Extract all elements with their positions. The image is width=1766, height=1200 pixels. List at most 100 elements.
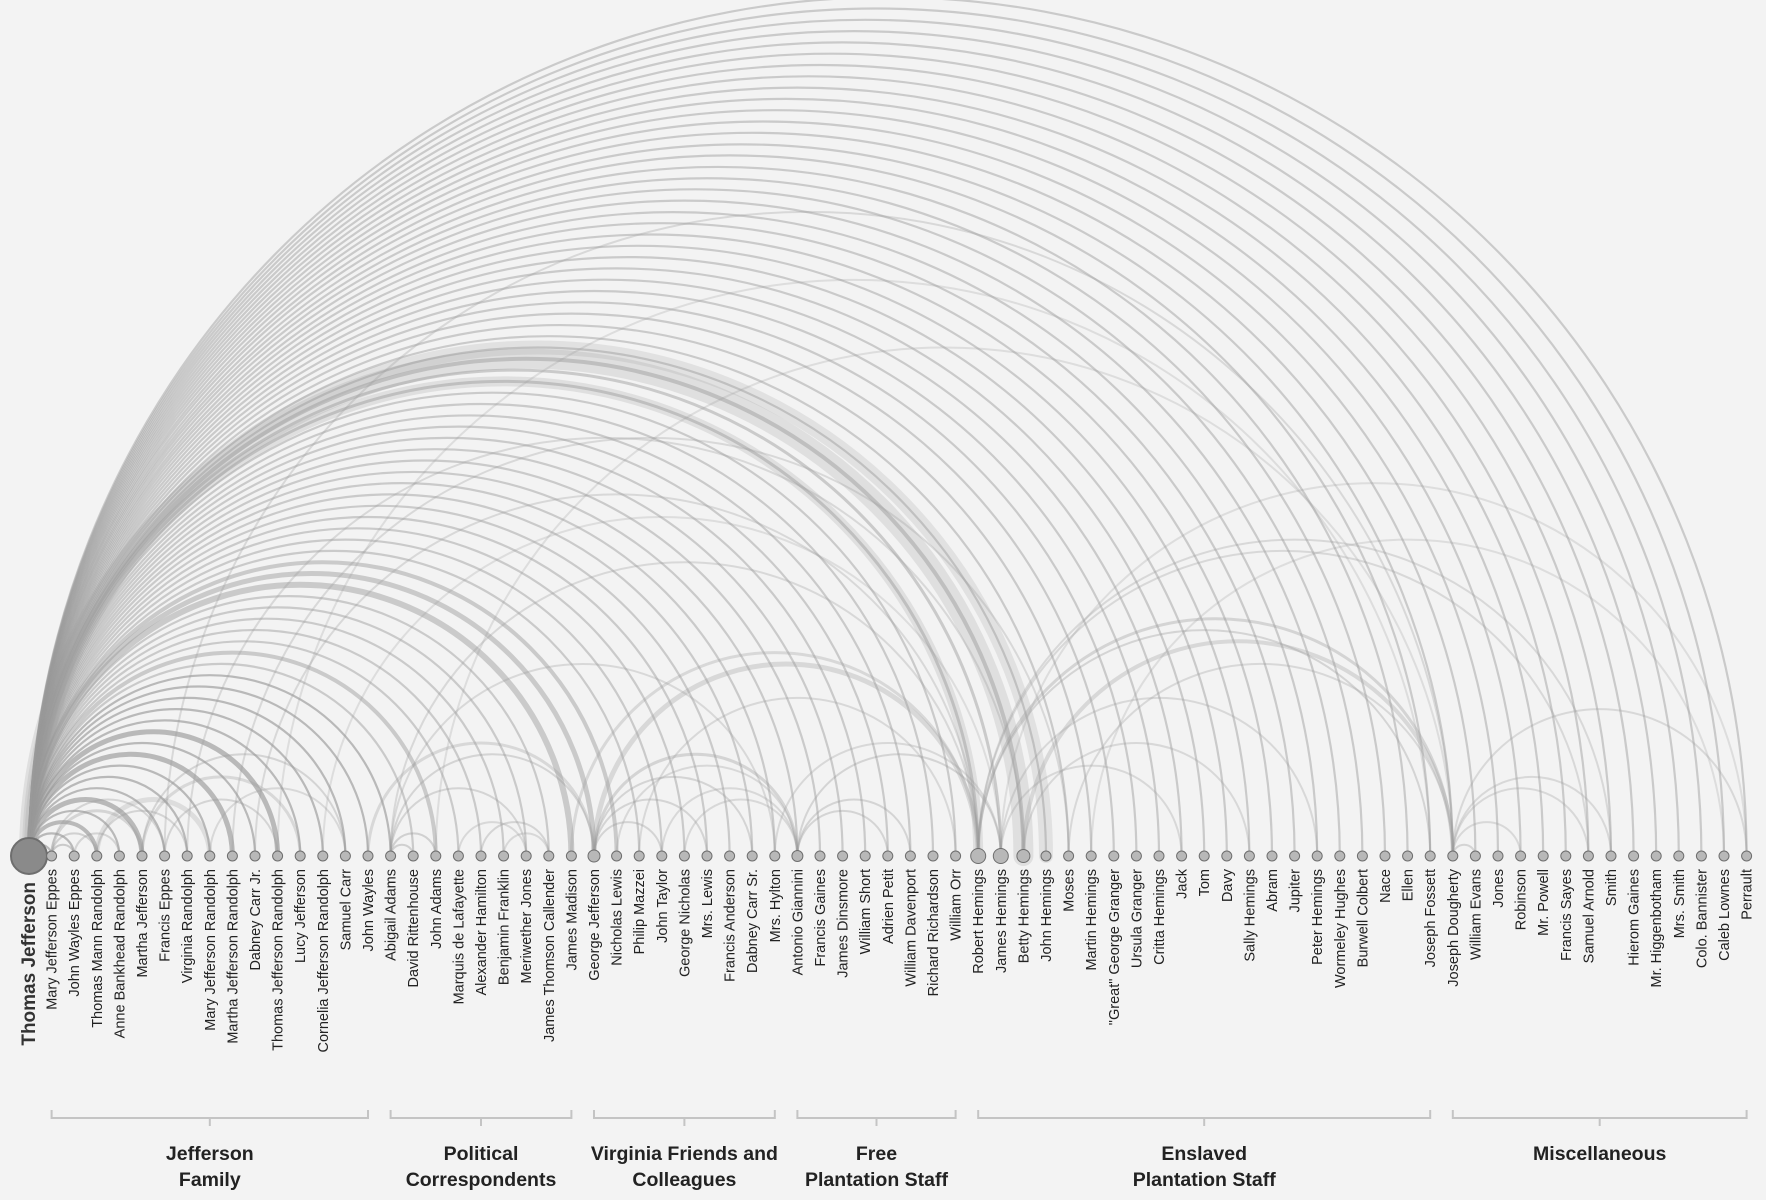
node-label-mr-powell: Mr. Powell <box>1536 869 1552 936</box>
node-abigail-adams <box>385 850 397 862</box>
node-label-george-jefferson: George Jefferson <box>587 869 603 981</box>
arc-thomas-jefferson-to-mr-powell <box>27 97 1545 858</box>
arc-thomas-jefferson-to-jack <box>27 278 1183 858</box>
node-label-william-orr: William Orr <box>949 869 965 941</box>
node-label-tom: Tom <box>1197 869 1213 896</box>
node-label-abram: Abram <box>1265 869 1281 912</box>
node-label-anne-bankhead-randolph: Anne Bankhead Randolph <box>112 869 128 1038</box>
arc-cornelia-jefferson-randolph-to-james-hemings <box>321 516 1002 857</box>
arc-alexander-hamilton-to-james-thomson-callender <box>480 821 550 857</box>
arc-mrs-hylton-to-james-hemings <box>773 742 1002 857</box>
arc-abigail-adams-to-mrs-hylton <box>389 662 776 857</box>
arc-james-hemings-to-jack <box>999 764 1183 857</box>
node-francis-gaines <box>814 850 826 862</box>
arc-john-wayles-eppes-to-anne-bankhead-randolph <box>73 832 121 857</box>
node-ursula-granger <box>1130 850 1142 862</box>
arc-thomas-jefferson-to-betty-hemings <box>19 348 1034 866</box>
arc-thomas-jefferson-to-samuel-arnold <box>27 75 1590 858</box>
node-label-mr-higgenbotham: Mr. Higgenbotham <box>1649 869 1665 987</box>
node-label-francis-gaines: Francis Gaines <box>813 869 829 967</box>
node-samuel-arnold <box>1582 850 1594 862</box>
node-label-jack: Jack <box>1175 868 1191 899</box>
arc-robert-hemings-to-joseph-dougherty <box>976 617 1455 858</box>
arc-james-madison-to-robert-hemings <box>569 651 980 858</box>
node-john-wayles <box>362 850 374 862</box>
arc-joseph-dougherty-to-smith <box>1451 775 1612 857</box>
node-label-sally-hemings: Sally Hemings <box>1242 869 1258 962</box>
node-robert-hemings <box>970 848 987 864</box>
node-samuel-carr <box>339 850 351 862</box>
node-label-james-madison: James Madison <box>564 869 580 971</box>
node-label-mrs-hylton: Mrs. Hylton <box>768 869 784 942</box>
node-colo-bannister <box>1695 850 1707 862</box>
node-virginia-randolph <box>181 850 193 862</box>
arc-thomas-jefferson-to-martin-hemings <box>27 323 1093 858</box>
node-label-john-hemings: John Hemings <box>1039 869 1055 962</box>
node-label-adrien-petit: Adrien Petit <box>881 869 897 944</box>
node-label-mrs-lewis: Mrs. Lewis <box>700 869 716 938</box>
group-bracket-free-plantation-staff <box>796 1110 957 1126</box>
node-label-cornelia-jefferson-randolph: Cornelia Jefferson Randolph <box>316 869 332 1053</box>
node-label-john-adams: John Adams <box>429 869 445 949</box>
node-cornelia-jefferson-randolph <box>317 850 329 862</box>
node-ellen <box>1402 850 1414 862</box>
node-label-jupiter: Jupiter <box>1288 869 1304 913</box>
arc-george-jefferson-to-mrs-lewis <box>593 798 708 857</box>
node-wormeley-hughes <box>1334 850 1346 862</box>
arc-james-hemings-to-peter-hemings <box>999 696 1319 857</box>
arc-thomas-jefferson-to-cornelia-jefferson-randolph <box>27 708 324 858</box>
arc-john-adams-to-joseph-dougherty <box>434 346 1454 857</box>
node-label-samuel-carr: Samuel Carr <box>338 869 354 951</box>
node-francis-anderson <box>724 850 736 862</box>
arc-francis-eppes-to-thomas-jefferson-randolph <box>163 798 279 857</box>
arc-abigail-adams-to-meriwether-jones <box>389 787 528 857</box>
arc-thomas-jefferson-to-joseph-dougherty <box>27 143 1454 858</box>
arc-abigail-adams-to-robert-hemings <box>389 561 980 857</box>
arc-thomas-jefferson-to-adrien-petit <box>27 425 889 858</box>
arc-thomas-jefferson-to-john-hemings <box>27 346 1048 858</box>
arc-mary-jefferson-eppes-to-martha-jefferson <box>50 809 144 858</box>
node-benjamin-franklin <box>498 850 510 862</box>
groups-layer: Jefferson Family Political Correspondents Vi… <box>50 1110 1748 1191</box>
arc-thomas-jefferson-to-george-nicholas <box>27 527 686 858</box>
arc-thomas-jefferson-to-james-madison <box>26 581 575 859</box>
arc-george-jefferson-to-robert-hemings <box>591 661 981 859</box>
node-jack <box>1176 850 1188 862</box>
node-label-smith: Smith <box>1604 869 1620 906</box>
arc-thomas-jefferson-to-richard-richardson <box>27 402 935 858</box>
arc-thomas-jefferson-to-mrs-smith <box>27 30 1680 858</box>
node-label-davy: Davy <box>1220 868 1236 902</box>
node-label-john-wayles-eppes: John Wayles Eppes <box>67 869 83 997</box>
arc-betty-hemings-to-joseph-dougherty <box>1021 639 1455 858</box>
arc-john-taylor-to-antonio-giannini <box>660 787 799 857</box>
group-label-jefferson-family-line-2: Family <box>179 1169 241 1191</box>
node-label-lucy-jefferson: Lucy Jefferson <box>293 869 309 963</box>
node-label-david-rittenhouse: David Rittenhouse <box>406 869 422 988</box>
node-label-william-evans: William Evans <box>1468 869 1484 960</box>
arc-thomas-jefferson-to-jones <box>27 120 1500 858</box>
group-label-political-correspondents-line-2: Correspondents <box>406 1169 557 1191</box>
arc-thomas-jefferson-to-james-thomson-callender <box>27 595 550 858</box>
node-label-nicholas-lewis: Nicholas Lewis <box>610 869 626 966</box>
arc-thomas-jefferson-to-peter-hemings <box>27 210 1319 858</box>
arc-thomas-jefferson-to-perrault <box>27 0 1748 858</box>
arc-thomas-jefferson-to-william-orr <box>27 391 957 858</box>
node-label-dabney-carr-jr: Dabney Carr Jr. <box>248 869 264 971</box>
arc-thomas-jefferson-to-john-wayles <box>27 685 370 858</box>
node-mary-jefferson-randolph <box>204 850 216 862</box>
arc-martha-jefferson-randolph-to-moses <box>231 436 1070 857</box>
node-richard-richardson <box>927 850 939 862</box>
arc-thomas-jefferson-to-colo-bannister <box>27 18 1703 858</box>
node-william-evans <box>1469 850 1481 862</box>
arc-thomas-jefferson-to-benjamin-franklin <box>27 617 505 858</box>
node-label-martin-hemings: Martin Hemings <box>1084 869 1100 971</box>
node-label-thomas-mann-randolph: Thomas Mann Randolph <box>90 869 106 1028</box>
group-label-virginia-friends-and-colleagues-line-1: Virginia Friends and <box>591 1143 778 1165</box>
arc-betty-hemings-to-sally-hemings <box>1022 742 1251 857</box>
arc-thomas-jefferson-to-hierom-gaines <box>27 52 1635 858</box>
arc-thomas-jefferson-to-john-adams <box>27 650 438 858</box>
arc-thomas-jefferson-to-abram <box>27 233 1274 858</box>
arc-james-hemings-to-perrault <box>999 482 1748 857</box>
node-label-benjamin-franklin: Benjamin Franklin <box>497 869 513 985</box>
